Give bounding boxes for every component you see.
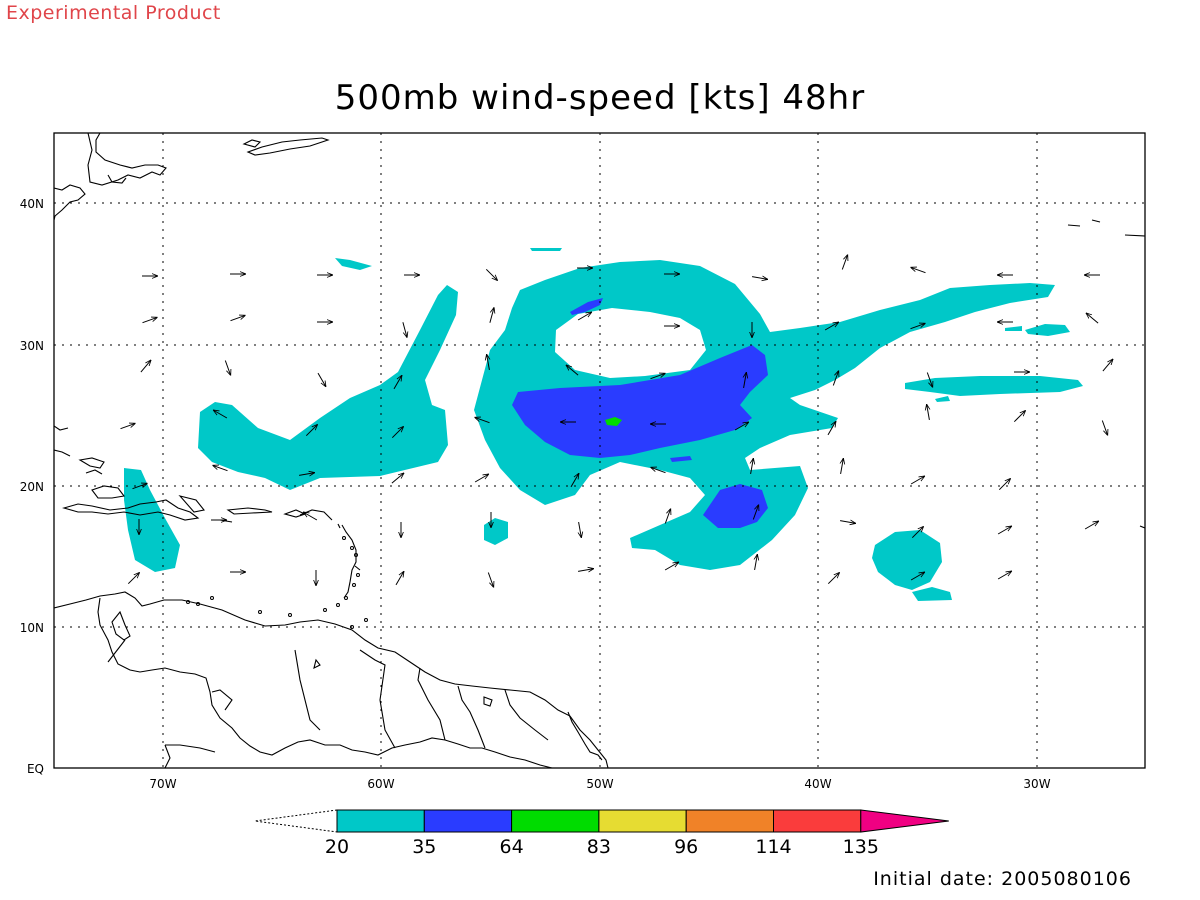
wind-arrow [402,322,407,337]
wind-arrow [566,365,579,376]
legend-swatch-135 [860,809,949,833]
legend-label-135: 135 [843,836,879,858]
wind-arrow [910,572,925,581]
wind-arrow [393,375,402,390]
caribbean-islands [186,536,368,629]
wind-arrow [927,404,930,420]
wind-arrow [664,509,670,524]
lon-label-50w: 50W [586,777,613,791]
lat-label-20n: 20N [20,480,44,494]
wind-arrow [485,268,497,280]
wind-arrow [230,315,246,322]
wind-arrow [474,474,489,483]
map-frame [53,132,1146,769]
wind-arrow [734,422,749,431]
wind-arrow [391,426,403,439]
wind-arrow [487,354,490,370]
lat-label-40n: 40N [20,197,44,211]
wind-arrow [213,410,228,419]
wind-arrow [824,322,839,331]
wind-fill-35-64 [512,298,768,528]
lat-label-10n: 10N [20,621,44,635]
legend-swatch-83 [598,809,687,833]
wind-arrow [827,572,839,585]
wind-arrow [910,323,926,330]
wind-arrow [1101,420,1107,436]
wind-arrow [1102,359,1113,372]
map-title: 500mb wind-speed [kts] 48hr [334,78,866,118]
wind-arrow [911,526,923,539]
lat-label-30n: 30N [20,339,44,353]
wind-fill-20-35 [124,248,1083,601]
initial-date-label: Initial date: 2005080106 [873,868,1132,890]
lon-label-30w: 30W [1023,777,1050,791]
wind-arrow [752,505,758,520]
wind-arrow [305,424,317,437]
legend-label-35: 35 [412,836,436,858]
wind-arrow [1013,410,1025,423]
legend-swatch-20 [336,809,425,833]
legend-swatch-35 [423,809,513,833]
wind-arrow [840,521,856,524]
wind-fill-64-83 [605,417,622,426]
wind-arrow [577,312,592,321]
wind-vectors [120,255,1114,588]
wind-arrow [997,526,1012,535]
lon-label-60w: 60W [367,777,394,791]
wind-arrow [142,317,158,324]
wind-arrow [997,571,1012,580]
wind-arrow [224,360,230,376]
wind-arrow [570,473,579,488]
wind-arrow [132,483,148,490]
wind-arrow [213,465,228,472]
wind-arrow [391,473,404,484]
wind-arrow [751,458,754,474]
legend-label-20: 20 [325,836,349,858]
legend-swatch-114 [773,809,862,833]
legend-label-64: 64 [500,836,524,858]
wind-arrow [475,417,490,424]
coastlines [54,133,1145,768]
wind-arrow [487,572,493,588]
wind-arrow [395,571,404,586]
lon-label-40w: 40W [804,777,831,791]
legend-swatch-96 [685,809,775,833]
wind-arrow [303,512,318,521]
legend-low-end-triangle [254,809,338,833]
wind-arrow [578,569,594,572]
wind-arrow [744,372,747,388]
legend-swatch-64 [511,809,600,833]
graticule [54,133,1145,768]
wind-arrow [832,371,838,386]
wind-arrow [841,255,847,270]
wind-arrow [1086,313,1099,324]
wind-arrow [650,373,666,380]
wind-arrow [841,458,844,474]
wind-arrow [651,467,666,474]
experimental-product-tag: Experimental Product [6,2,221,24]
legend-label-114: 114 [755,836,791,858]
wind-arrow [664,562,679,571]
wind-arrow [299,473,315,476]
color-legend: 20 35 64 83 96 114 135 [254,809,949,858]
wind-arrow [998,478,1010,491]
wind-arrow [755,554,758,570]
wind-arrow [827,421,836,436]
wind-arrow [120,423,136,430]
wind-arrow [1084,521,1099,530]
wind-arrow [926,372,932,388]
wind-arrow [489,307,494,323]
wind-arrow [910,476,925,485]
wind-arrow [911,267,926,274]
legend-label-96: 96 [674,836,698,858]
wind-arrow [317,372,326,387]
lat-label-eq: EQ [27,762,44,776]
lon-label-70w: 70W [149,777,176,791]
wind-arrow [752,277,768,280]
legend-label-83: 83 [587,836,611,858]
wind-arrow [140,360,151,373]
wind-arrow [127,572,139,585]
wind-arrow [579,522,582,538]
